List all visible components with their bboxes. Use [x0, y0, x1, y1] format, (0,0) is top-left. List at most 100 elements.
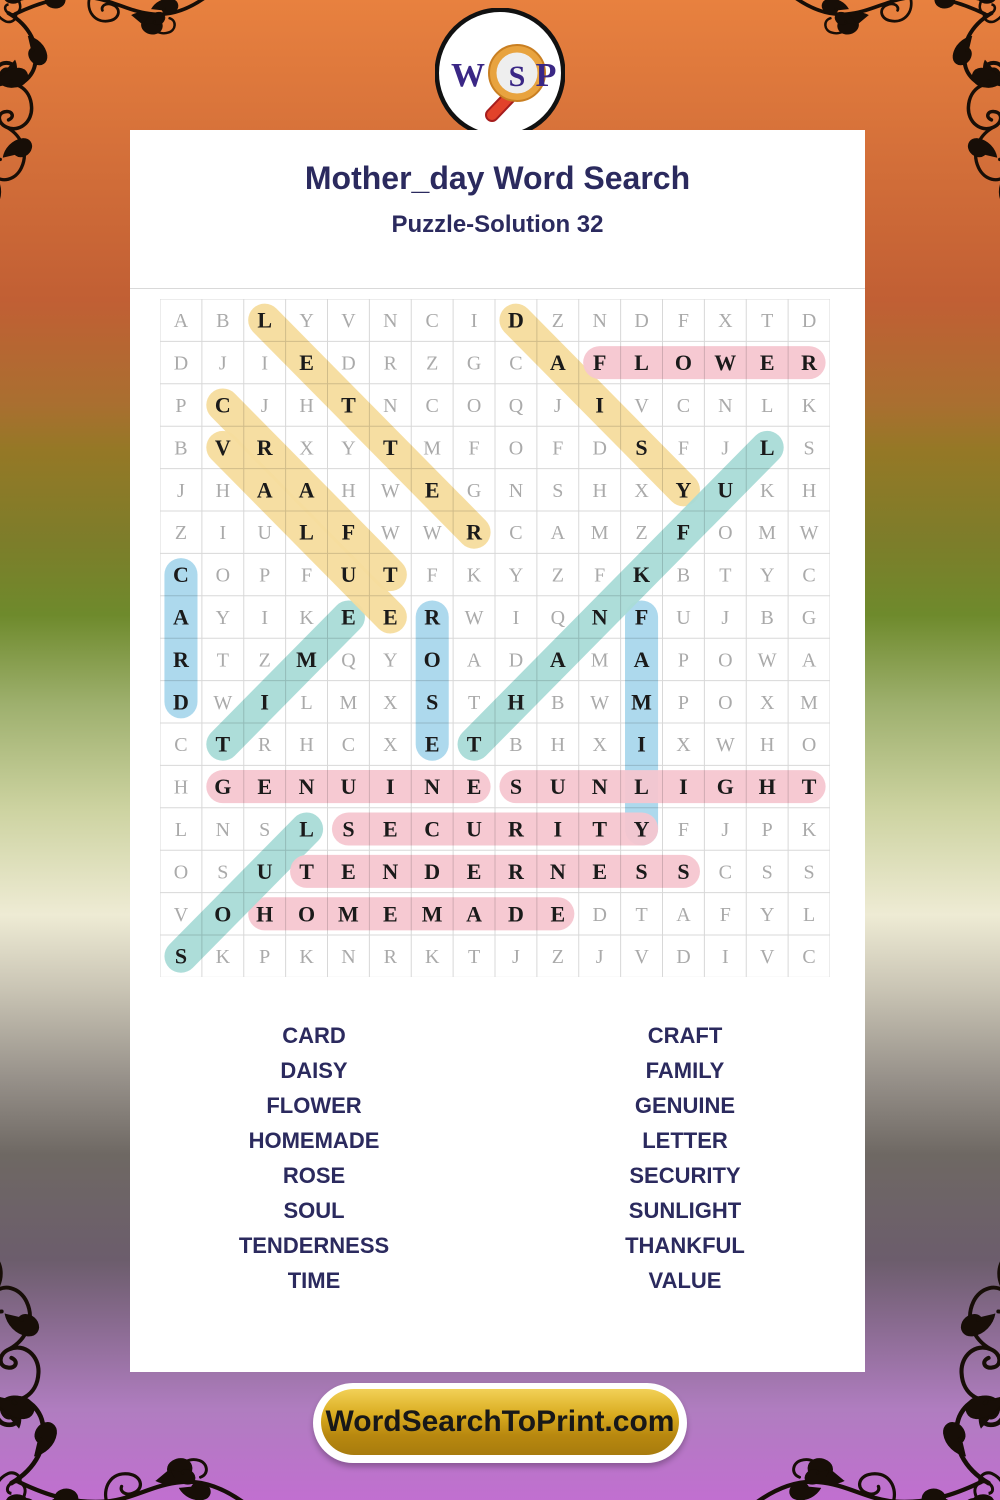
svg-text:N: N [592, 774, 608, 799]
svg-text:A: A [466, 901, 482, 926]
svg-text:U: U [676, 607, 691, 629]
svg-text:X: X [676, 734, 691, 756]
svg-text:I: I [722, 946, 729, 968]
svg-text:T: T [383, 435, 398, 460]
svg-text:Z: Z [552, 946, 564, 968]
svg-text:S: S [217, 861, 228, 883]
svg-text:F: F [593, 350, 606, 375]
svg-text:A: A [550, 647, 566, 672]
svg-text:M: M [758, 522, 776, 544]
svg-text:H: H [592, 480, 606, 502]
svg-text:N: N [341, 946, 355, 968]
svg-text:M: M [591, 522, 609, 544]
svg-text:V: V [634, 946, 649, 968]
svg-text:J: J [721, 607, 729, 629]
svg-text:R: R [384, 353, 398, 375]
svg-text:H: H [256, 901, 273, 926]
svg-text:B: B [509, 734, 522, 756]
svg-text:N: N [592, 604, 608, 629]
svg-text:N: N [299, 774, 315, 799]
svg-text:J: J [261, 395, 269, 417]
svg-text:S: S [510, 774, 522, 799]
svg-text:H: H [299, 395, 313, 417]
svg-text:E: E [467, 859, 482, 884]
svg-text:F: F [552, 437, 563, 459]
svg-text:P: P [678, 649, 689, 671]
svg-text:C: C [802, 565, 815, 587]
svg-text:Y: Y [675, 477, 691, 502]
svg-text:S: S [635, 859, 647, 884]
svg-text:C: C [424, 816, 440, 841]
svg-text:F: F [677, 520, 690, 545]
svg-text:N: N [216, 819, 230, 841]
svg-text:G: G [717, 774, 734, 799]
svg-text:R: R [257, 435, 274, 460]
svg-text:Y: Y [634, 816, 650, 841]
svg-text:J: J [219, 353, 227, 375]
svg-text:M: M [800, 692, 818, 714]
svg-text:W: W [465, 607, 484, 629]
svg-text:X: X [383, 692, 398, 714]
svg-text:R: R [508, 859, 525, 884]
svg-text:J: J [177, 480, 185, 502]
svg-text:X: X [718, 310, 733, 332]
svg-text:C: C [802, 946, 815, 968]
svg-text:C: C [509, 353, 522, 375]
svg-text:N: N [382, 859, 398, 884]
svg-text:Z: Z [175, 522, 187, 544]
svg-text:A: A [802, 649, 817, 671]
svg-text:O: O [467, 395, 481, 417]
svg-text:V: V [341, 310, 356, 332]
svg-text:L: L [761, 395, 773, 417]
svg-text:W: W [714, 350, 736, 375]
svg-text:E: E [760, 350, 775, 375]
svg-text:C: C [342, 734, 355, 756]
svg-text:F: F [635, 604, 648, 629]
svg-text:H: H [299, 734, 313, 756]
svg-text:G: G [802, 607, 816, 629]
svg-text:K: K [802, 395, 817, 417]
svg-text:P: P [259, 565, 270, 587]
svg-text:S: S [803, 861, 814, 883]
svg-text:E: E [299, 350, 314, 375]
svg-text:M: M [422, 901, 443, 926]
svg-text:U: U [340, 774, 356, 799]
svg-text:D: D [634, 310, 648, 332]
svg-text:J: J [596, 946, 604, 968]
svg-text:C: C [215, 392, 231, 417]
svg-text:F: F [342, 520, 355, 545]
svg-text:D: D [173, 689, 189, 714]
svg-text:Z: Z [552, 310, 564, 332]
svg-text:V: V [215, 435, 231, 460]
svg-text:M: M [423, 437, 441, 459]
svg-text:C: C [509, 522, 522, 544]
svg-text:U: U [257, 859, 273, 884]
svg-text:S: S [552, 480, 563, 502]
svg-text:V: V [174, 904, 189, 926]
svg-text:X: X [592, 734, 607, 756]
svg-text:W: W [381, 480, 400, 502]
svg-text:N: N [592, 310, 606, 332]
svg-text:P: P [259, 946, 270, 968]
svg-text:A: A [551, 522, 566, 544]
svg-text:H: H [760, 734, 774, 756]
svg-text:U: U [257, 522, 272, 544]
svg-text:T: T [635, 904, 647, 926]
svg-text:D: D [592, 437, 606, 459]
svg-text:T: T [802, 774, 817, 799]
svg-text:F: F [678, 310, 689, 332]
svg-text:U: U [466, 816, 482, 841]
svg-text:S: S [342, 816, 354, 841]
svg-text:B: B [761, 607, 774, 629]
svg-text:I: I [261, 607, 268, 629]
svg-text:H: H [802, 480, 816, 502]
svg-text:M: M [296, 647, 317, 672]
svg-text:Z: Z [259, 649, 271, 671]
svg-text:G: G [214, 774, 231, 799]
svg-text:P: P [762, 819, 773, 841]
svg-text:R: R [173, 647, 190, 672]
svg-text:L: L [299, 816, 314, 841]
svg-text:T: T [468, 692, 480, 714]
svg-text:W: W [213, 692, 232, 714]
svg-text:F: F [720, 904, 731, 926]
